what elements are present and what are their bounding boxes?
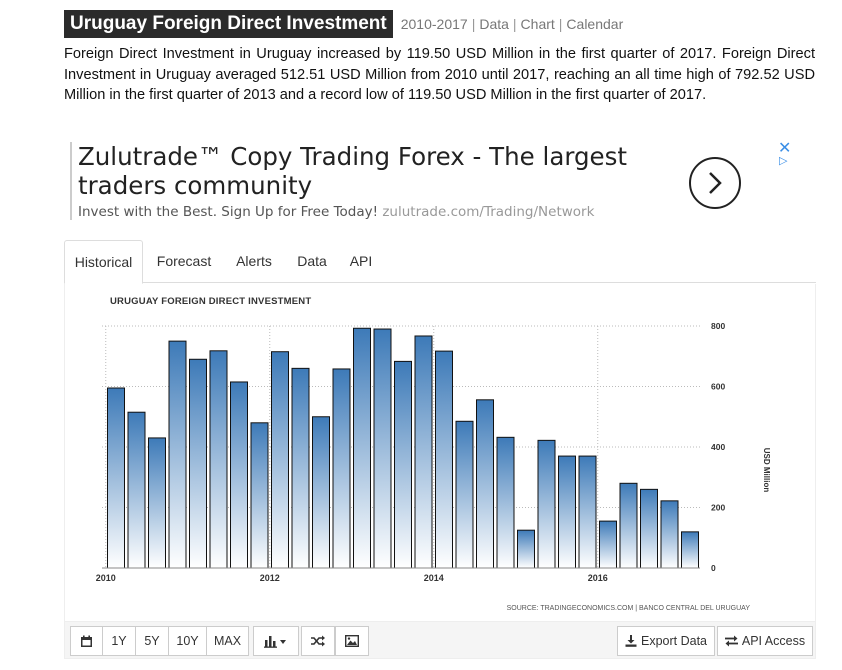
x-tick-label: 2012 (260, 573, 280, 583)
bar-2013Q2 (373, 328, 392, 569)
x-tick-label: 2014 (424, 573, 444, 583)
chart-area: URUGUAY FOREIGN DIRECT INVESTMENT 0 200 40… (64, 284, 816, 622)
chart-toolbar: 1Y 5Y 10Y MAX Export Data API Access (64, 621, 816, 659)
bar-2014Q3 (476, 399, 494, 569)
range-10y-button[interactable]: 10Y (168, 626, 207, 656)
bar-2013Q4 (414, 335, 433, 569)
y-tick-label: 0 (711, 563, 716, 573)
ad-description: Invest with the Best. Sign Up for Free T… (78, 204, 594, 220)
bar-2010Q3 (148, 437, 166, 569)
ad-arrow-button[interactable] (689, 157, 741, 209)
download-icon (625, 635, 637, 647)
close-icon[interactable]: ✕ (778, 140, 792, 157)
header: Uruguay Foreign Direct Investment 2010-2… (64, 10, 623, 38)
calendar-icon (81, 635, 92, 647)
chart-source: SOURCE: TRADINGECONOMICS.COM | BANCO CEN… (507, 605, 751, 612)
bar-2016Q3 (640, 488, 658, 569)
bar-2017Q1 (681, 531, 699, 569)
bar-2015Q1 (517, 529, 535, 569)
bar-2013Q3 (394, 360, 412, 569)
y-tick-label: 800 (711, 321, 725, 331)
ad-headline[interactable]: Zulutrade™ Copy Trading Forex - The larg… (78, 142, 627, 200)
tab-bar: Historical Forecast Alerts Data API (64, 240, 816, 284)
years-range: 2010-2017 (400, 16, 468, 32)
axis-layer: 0 200 400 600 800 2010 2012 2014 2016 (96, 321, 726, 583)
exchange-icon (724, 635, 738, 647)
tab-api[interactable]: API (349, 253, 373, 269)
page-title: Uruguay Foreign Direct Investment (64, 10, 393, 38)
image-button[interactable] (335, 626, 369, 656)
y-tick-label: 200 (711, 503, 725, 513)
subnav: 2010-2017 | Data | Chart | Calendar (400, 16, 624, 32)
range-max-button[interactable]: MAX (206, 626, 249, 656)
tab-alerts[interactable]: Alerts (236, 253, 272, 269)
bars-layer (107, 327, 699, 569)
bar-chart: URUGUAY FOREIGN DIRECT INVESTMENT 0 200 40… (96, 296, 771, 612)
ad-description-text: Invest with the Best. Sign Up for Free T… (78, 204, 379, 220)
adchoices-icon[interactable]: ▷ (779, 155, 788, 167)
api-access-button[interactable]: API Access (717, 626, 813, 656)
bar-2012Q1 (271, 351, 289, 569)
api-access-label: API Access (741, 634, 806, 648)
bar-2015Q3 (558, 455, 576, 569)
bar-2014Q4 (496, 436, 515, 569)
shuffle-button[interactable] (301, 626, 335, 656)
y-tick-label: 600 (711, 382, 725, 392)
bar-2011Q4 (250, 422, 269, 569)
bar-2011Q1 (189, 358, 207, 569)
bar-2014Q2 (455, 420, 474, 569)
ad-banner[interactable]: Zulutrade™ Copy Trading Forex - The larg… (70, 140, 800, 222)
bar-2016Q4 (660, 500, 679, 569)
bar-2015Q2 (537, 439, 556, 569)
chart-title: URUGUAY FOREIGN DIRECT INVESTMENT (110, 296, 311, 307)
tab-forecast[interactable]: Forecast (156, 253, 212, 269)
ad-url[interactable]: zulutrade.com/Trading/Network (382, 204, 595, 220)
tab-historical[interactable]: Historical (64, 240, 143, 284)
bar-2012Q3 (312, 416, 330, 569)
export-data-button[interactable]: Export Data (617, 626, 715, 656)
bar-2015Q4 (578, 455, 597, 569)
chevron-right-icon (709, 172, 722, 194)
chart-panel: Historical Forecast Alerts Data API URUG… (64, 240, 816, 660)
range-5y-button[interactable]: 5Y (135, 626, 169, 656)
range-1y-button[interactable]: 1Y (102, 626, 136, 656)
bar-2011Q2 (209, 350, 228, 569)
bar-2010Q4 (168, 340, 187, 569)
export-data-label: Export Data (640, 634, 707, 648)
tab-data[interactable]: Data (297, 253, 327, 269)
bar-2010Q1 (107, 387, 125, 569)
bar-chart-icon (264, 635, 286, 648)
x-tick-label: 2010 (96, 573, 116, 583)
bar-2014Q1 (435, 350, 453, 569)
data-link[interactable]: Data (479, 16, 509, 32)
bar-2011Q3 (230, 381, 248, 569)
bar-2016Q1 (599, 520, 617, 569)
bar-2012Q4 (332, 368, 351, 569)
image-icon (345, 635, 359, 647)
ad-divider (70, 142, 72, 220)
x-tick-label: 2016 (588, 573, 608, 583)
bar-2013Q1 (353, 327, 371, 569)
y-tick-label: 400 (711, 442, 725, 452)
shuffle-icon (311, 635, 325, 647)
bar-2012Q2 (291, 367, 310, 569)
calendar-link[interactable]: Calendar (566, 16, 624, 32)
chart-type-button[interactable] (253, 626, 299, 656)
bar-2016Q2 (619, 482, 638, 569)
chart-link[interactable]: Chart (520, 16, 555, 32)
calendar-button[interactable] (70, 626, 103, 656)
y-axis-label: USD Million (762, 448, 771, 493)
bar-2010Q2 (127, 411, 146, 569)
summary-text: Foreign Direct Investment in Uruguay inc… (64, 46, 815, 103)
